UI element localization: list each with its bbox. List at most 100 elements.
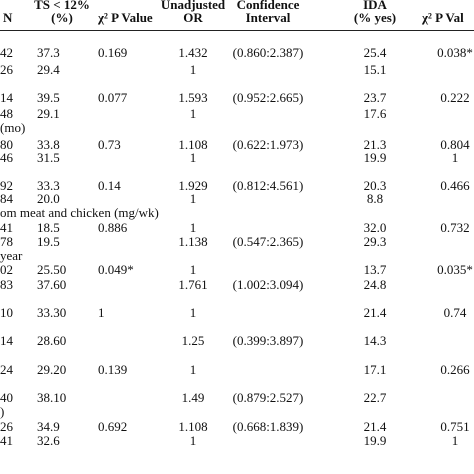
table-cell: 0.692 — [98, 419, 128, 434]
table-cell: 1.929 — [178, 178, 208, 193]
table-cell: 1 — [189, 305, 197, 320]
table-cell: 1 — [189, 150, 197, 165]
table-cell: 10 — [0, 305, 13, 320]
table-cell: 25.4 — [363, 45, 387, 60]
table-cell: 02 — [0, 262, 13, 277]
section-label: ) — [0, 404, 5, 419]
table-cell: 1.432 — [178, 45, 208, 60]
table-cell: 1.761 — [178, 277, 208, 292]
table-cell: 14 — [0, 90, 13, 105]
table-cell: 0.169 — [98, 45, 128, 60]
table-cell: 13.7 — [363, 262, 387, 277]
table-cell: 14 — [0, 333, 13, 348]
table-cell: 1.138 — [178, 234, 208, 249]
table-cell: 48 — [0, 106, 13, 121]
table-cell: 29.3 — [363, 234, 387, 249]
table-cell: 32.0 — [363, 220, 387, 235]
table-cell: 0.466 — [440, 178, 470, 193]
table-cell: 92 — [0, 178, 13, 193]
header-cell: (% yes) — [353, 10, 397, 25]
table-cell: 84 — [0, 191, 13, 206]
table-cell: 28.60 — [37, 333, 67, 348]
table-cell: 17.1 — [363, 362, 387, 377]
table-cell: 24 — [0, 362, 13, 377]
table-cell: 40 — [0, 390, 13, 405]
table-cell: 31.5 — [37, 150, 60, 165]
table-cell: 8.8 — [366, 191, 384, 206]
table-cell: (0.952:2.665) — [232, 90, 304, 105]
table-cell: 1 — [189, 433, 197, 448]
table-cell: 1.108 — [178, 137, 208, 152]
table-cell: 20.3 — [363, 178, 387, 193]
section-label: (mo) — [0, 120, 26, 135]
table-cell: (0.547:2.365) — [232, 234, 304, 249]
table-cell: 37.60 — [37, 277, 67, 292]
table-cell: 32.6 — [37, 433, 60, 448]
table-cell: 19.9 — [363, 433, 387, 448]
table-cell: 34.9 — [37, 419, 60, 434]
table-cell: 21.4 — [363, 419, 387, 434]
table-cell: 0.751 — [440, 419, 470, 434]
header-cell: IDA — [363, 0, 387, 12]
section-label: year — [0, 248, 23, 263]
table-cell: 18.5 — [37, 220, 60, 235]
table-cell: 26 — [0, 419, 13, 434]
table-cell: 19.5 — [37, 234, 60, 249]
header-cell: χ² P Value — [98, 10, 153, 25]
table-cell: 1.593 — [178, 90, 208, 105]
table-cell: 1 — [189, 191, 197, 206]
table-cell: 0.732 — [440, 220, 470, 235]
table-cell: 0.886 — [98, 220, 128, 235]
table-cell: 29.1 — [37, 106, 60, 121]
header-cell: TS < 12% — [34, 0, 90, 12]
table-cell: 1 — [189, 106, 197, 121]
table-cell: 23.7 — [363, 90, 387, 105]
table-cell: (1.002:3.094) — [232, 277, 304, 292]
table-cell: 20.0 — [37, 191, 60, 206]
table-cell: 39.5 — [37, 90, 60, 105]
header-cell: Confidence — [236, 0, 300, 12]
table-cell: 1 — [189, 62, 197, 77]
table-cell: 0.804 — [440, 137, 470, 152]
table-cell: 21.3 — [363, 137, 387, 152]
table-cell: 0.049* — [98, 262, 134, 277]
table-cell: 17.6 — [363, 106, 387, 121]
table-cell: 1 — [189, 362, 197, 377]
table-cell: 37.3 — [37, 45, 60, 60]
table-cell: 0.74 — [443, 305, 467, 320]
table-cell: 41 — [0, 433, 13, 448]
table-cell: 0.266 — [440, 362, 470, 377]
table-cell: 83 — [0, 277, 13, 292]
table-cell: 29.20 — [37, 362, 67, 377]
table-cell: 1 — [451, 433, 459, 448]
table-cell: 33.3 — [37, 178, 60, 193]
table-cell: 1.49 — [181, 390, 205, 405]
header-cell: Interval — [245, 10, 291, 25]
table-cell: 29.4 — [37, 62, 60, 77]
table-cell: 1.25 — [181, 333, 205, 348]
table-cell: 25.50 — [37, 262, 67, 277]
table-cell: 0.038* — [437, 45, 473, 60]
table-cell: 42 — [0, 45, 13, 60]
header-cell: (%) — [51, 10, 73, 25]
table-cell: (0.812:4.561) — [232, 178, 304, 193]
table-cell: 24.8 — [363, 277, 387, 292]
section-label: om meat and chicken (mg/wk) — [0, 205, 159, 220]
table-cell: 14.3 — [363, 333, 387, 348]
table-cell: 0.222 — [440, 90, 470, 105]
table-cell: 1 — [189, 220, 197, 235]
header-cell: Unadjusted — [160, 0, 226, 12]
header-cell: N — [3, 10, 13, 25]
table-cell: 33.30 — [37, 305, 67, 320]
table-cell: 0.14 — [98, 178, 121, 193]
table-cell: (0.860:2.387) — [232, 45, 304, 60]
table-cell: (0.622:1.973) — [232, 137, 304, 152]
table-cell: (0.879:2.527) — [232, 390, 304, 405]
header-cell: χ² P Val — [422, 10, 464, 25]
table-cell: 38.10 — [37, 390, 67, 405]
table-cell: 1 — [451, 150, 459, 165]
table-cell: 0.035* — [437, 262, 473, 277]
table-cell: (0.399:3.897) — [232, 333, 304, 348]
table-cell: 0.73 — [98, 137, 121, 152]
